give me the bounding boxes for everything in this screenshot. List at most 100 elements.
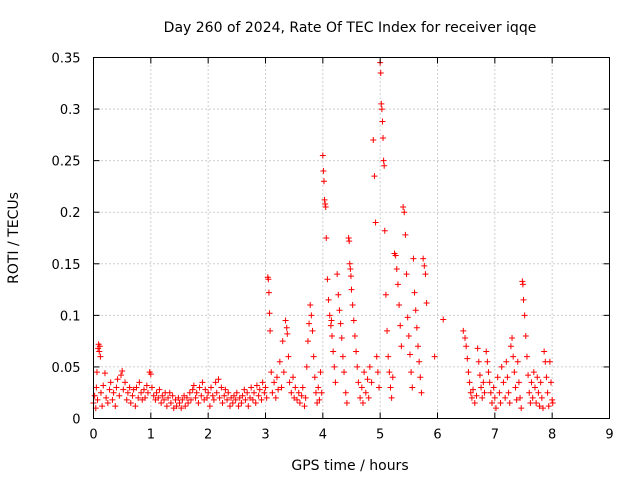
data-point <box>345 235 352 241</box>
data-point <box>120 386 127 393</box>
data-point <box>417 374 424 381</box>
data-point <box>163 403 170 410</box>
x-axis-label: GPS time / hours <box>291 458 408 474</box>
data-point <box>343 400 350 407</box>
data-point <box>261 389 268 396</box>
data-point <box>525 372 532 379</box>
data-point <box>505 389 512 396</box>
data-point <box>500 379 507 386</box>
data-point <box>299 384 306 391</box>
data-point <box>140 386 147 393</box>
data-point <box>410 255 417 262</box>
data-point <box>176 400 183 407</box>
data-point <box>144 389 151 396</box>
data-point <box>323 235 330 241</box>
data-point <box>110 389 117 396</box>
data-point <box>394 281 401 288</box>
data-point <box>504 374 511 381</box>
data-point <box>465 369 472 376</box>
data-point <box>503 358 510 365</box>
data-point <box>521 312 528 319</box>
y-tick-label: 0.2 <box>60 206 81 221</box>
data-point <box>507 343 514 350</box>
data-point <box>377 69 384 76</box>
data-point <box>155 394 162 401</box>
data-point <box>235 403 242 410</box>
data-point <box>366 363 373 370</box>
data-point <box>241 386 248 393</box>
data-point <box>182 403 189 410</box>
data-point <box>400 204 407 211</box>
data-point <box>295 389 302 396</box>
data-point <box>133 384 140 391</box>
data-point <box>411 289 418 296</box>
data-point <box>265 289 272 296</box>
data-point <box>331 363 338 370</box>
y-axis-label: ROTI / TECUs <box>6 192 22 284</box>
data-point <box>371 173 378 180</box>
data-point <box>485 369 492 376</box>
data-point <box>298 392 305 399</box>
data-point <box>546 358 553 365</box>
data-point <box>308 312 315 319</box>
data-point <box>255 392 262 399</box>
data-point <box>466 379 473 386</box>
data-point <box>326 312 333 319</box>
data-point <box>479 394 486 401</box>
data-point <box>473 392 480 399</box>
data-point <box>549 396 556 403</box>
data-point <box>362 389 369 396</box>
data-point <box>355 379 362 386</box>
data-point <box>99 403 106 410</box>
data-point <box>258 396 265 403</box>
data-point <box>248 384 255 391</box>
data-point <box>173 403 180 410</box>
data-point <box>179 396 186 403</box>
x-tick-label: 2 <box>204 428 212 443</box>
data-point <box>502 394 509 401</box>
data-point <box>347 273 354 280</box>
data-point <box>392 252 399 259</box>
data-point <box>518 405 525 412</box>
data-point <box>544 389 551 396</box>
data-point <box>147 371 154 378</box>
data-point <box>282 317 289 324</box>
data-point <box>209 392 216 399</box>
data-point <box>327 322 334 329</box>
data-point <box>365 394 372 401</box>
data-point <box>225 389 232 396</box>
data-point <box>463 343 470 350</box>
data-point <box>199 379 206 386</box>
data-point <box>538 394 545 401</box>
data-point <box>412 307 419 314</box>
data-point <box>481 389 488 396</box>
data-point <box>517 394 524 401</box>
data-point <box>283 324 290 331</box>
data-point <box>349 302 356 309</box>
data-point <box>497 400 504 407</box>
data-point <box>519 281 526 288</box>
data-point <box>359 400 366 407</box>
data-point <box>374 369 381 376</box>
data-point <box>421 262 428 269</box>
data-point <box>330 348 337 355</box>
data-point <box>206 403 213 410</box>
data-point <box>474 345 481 352</box>
data-point <box>361 369 368 376</box>
data-point <box>202 386 209 393</box>
data-point <box>253 382 260 389</box>
y-tick-label: 0 <box>72 413 80 428</box>
data-point <box>189 386 196 393</box>
data-point <box>136 379 143 386</box>
data-point <box>397 322 404 329</box>
data-point <box>273 374 280 381</box>
data-point <box>315 384 322 391</box>
data-point <box>244 389 251 396</box>
data-point <box>413 324 420 331</box>
y-tick-label: 0.35 <box>52 52 81 67</box>
data-point <box>129 392 136 399</box>
data-point <box>142 394 149 401</box>
data-point <box>245 403 252 410</box>
data-point <box>249 396 256 403</box>
data-point <box>462 335 469 342</box>
